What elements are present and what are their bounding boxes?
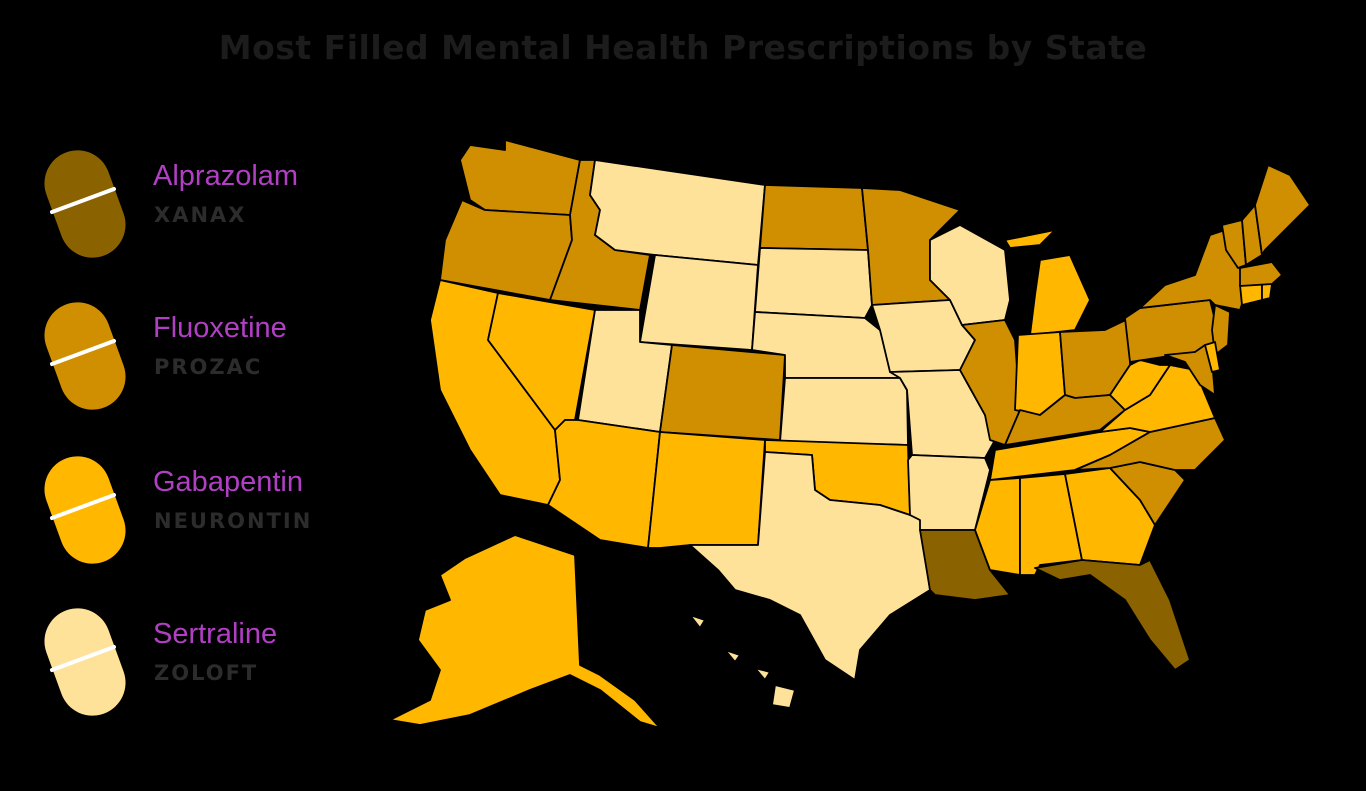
pill-score-line [50,493,116,520]
state-fl[interactable] [1034,559,1191,671]
state-nj[interactable] [1211,304,1231,356]
pill-body [44,456,126,564]
state-hi[interactable] [689,614,796,709]
state-wv[interactable] [1109,359,1171,411]
pill-icon [44,150,126,258]
pill-score-line [50,187,116,214]
state-nm[interactable] [647,431,766,549]
state-ms[interactable] [974,477,1021,576]
pill-body [44,608,126,716]
state-nd[interactable] [759,184,869,251]
state-ks[interactable] [779,377,909,446]
pill-icon [44,302,126,410]
pill-body [44,150,126,258]
us-state-map [389,140,1311,729]
legend: Alprazolam XANAX Fluoxetine PROZAC Gabap… [40,145,380,716]
state-mt[interactable] [589,159,766,266]
legend-brand-name: NEURONTIN [154,509,313,533]
legend-brand-name: XANAX [154,203,247,227]
state-il[interactable] [959,319,1021,446]
state-me[interactable] [1254,164,1311,256]
state-az[interactable] [547,419,661,549]
pill-body [44,302,126,410]
legend-drug-name: Fluoxetine [153,312,287,344]
state-tx[interactable] [689,451,931,681]
legend-item-gabapentin: Gabapentin NEURONTIN [40,451,380,569]
state-co[interactable] [659,344,786,441]
state-de[interactable] [1204,341,1221,373]
legend-item-fluoxetine: Fluoxetine PROZAC [40,297,380,415]
pill-score-line [50,645,116,672]
state-ak[interactable] [389,534,661,729]
legend-brand-name: ZOLOFT [154,661,259,685]
chart-title: Most Filled Mental Health Prescriptions … [218,28,1148,67]
legend-brand-name: PROZAC [154,355,263,379]
state-ky[interactable] [1004,394,1126,446]
legend-drug-name: Sertraline [153,618,278,650]
pill-score-line [50,339,116,366]
pill-icon [44,608,126,716]
legend-drug-name: Gabapentin [153,466,303,498]
legend-item-alprazolam: Alprazolam XANAX [40,145,380,263]
state-vt[interactable] [1221,219,1247,269]
legend-drug-name: Alprazolam [153,160,299,192]
state-ma[interactable] [1239,261,1283,287]
legend-item-sertraline: Sertraline ZOLOFT [40,603,380,721]
state-md[interactable] [1164,344,1216,396]
state-mi[interactable] [1004,229,1091,336]
pill-icon [44,456,126,564]
state-wy[interactable] [639,254,759,351]
state-wa[interactable] [459,140,581,216]
state-sd[interactable] [754,247,873,319]
